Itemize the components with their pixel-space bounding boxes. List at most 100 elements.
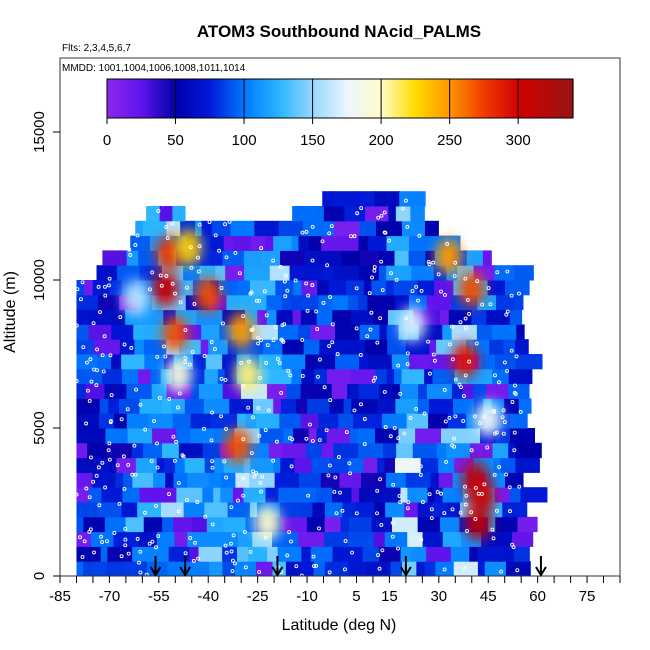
curtain-cell (326, 368, 351, 385)
curtain-cell (152, 428, 178, 444)
curtain-cell (106, 561, 126, 576)
curtain-cell (385, 502, 406, 518)
curtain-cell (175, 457, 186, 473)
sample-point (396, 363, 401, 368)
curtain-cell (391, 383, 401, 399)
sample-point (458, 385, 463, 390)
sample-point (488, 302, 493, 307)
sample-point (287, 530, 292, 535)
sample-point (371, 378, 376, 383)
sample-point (379, 213, 384, 218)
colorbar-swatch (282, 79, 286, 118)
colorbar-tick-label: 0 (103, 132, 111, 149)
curtain-cell (76, 428, 97, 444)
sample-point (237, 271, 242, 276)
curtain-cell (508, 368, 533, 385)
curtain-cell (511, 531, 534, 547)
sample-point (408, 415, 413, 420)
hotspot (435, 238, 462, 275)
sample-point (257, 433, 262, 438)
curtain-cell (237, 413, 247, 429)
curtain-cell (83, 516, 106, 533)
curtain-cell (349, 516, 373, 533)
sample-point (375, 488, 380, 493)
sample-point (241, 493, 246, 498)
curtain-cell (492, 368, 510, 385)
sample-point (513, 383, 517, 388)
colorbar-swatch (457, 79, 462, 118)
curtain-cell (137, 309, 165, 325)
sample-point (334, 511, 339, 516)
sample-point (257, 570, 262, 574)
sample-point (431, 352, 436, 357)
sample-point (382, 389, 387, 394)
colorbar-swatch (219, 79, 223, 118)
sample-point (154, 503, 158, 508)
curtain-cell (322, 191, 336, 207)
sample-point (265, 343, 270, 348)
colorbar-swatch (307, 79, 311, 118)
sample-point (352, 234, 357, 239)
curtain-cell (292, 206, 318, 222)
curtain-cell (222, 383, 242, 399)
curtain-cell (332, 487, 353, 503)
sample-point (410, 289, 415, 294)
colorbar-swatch (257, 79, 262, 118)
curtain-cell (76, 457, 98, 473)
sample-point (293, 278, 298, 283)
sample-point (315, 327, 320, 331)
sample-point (223, 377, 228, 382)
curtain-cell (469, 442, 494, 459)
curtain-cell (222, 546, 238, 562)
curtain-cell (157, 546, 170, 562)
curtain-cell (367, 487, 380, 503)
sample-point (183, 551, 188, 556)
sample-point (464, 493, 469, 498)
colorbar-swatch (504, 79, 508, 118)
sample-point (469, 510, 474, 515)
curtain-cell (423, 309, 441, 325)
curtain-cell (482, 250, 492, 266)
sample-point (100, 540, 105, 544)
sample-point (443, 419, 448, 424)
hotspot (228, 312, 255, 349)
curtain-cell (417, 280, 435, 296)
colorbar-swatch (153, 79, 157, 118)
sample-point (242, 529, 247, 534)
sample-point (241, 476, 246, 481)
colorbar: 0 50 100 150 200 250 300 (103, 78, 574, 149)
sample-point (478, 421, 483, 425)
curtain-cell (382, 413, 408, 429)
curtain-cell (107, 546, 133, 562)
curtain-cell (266, 309, 278, 325)
curtain-cell (518, 398, 532, 414)
sample-point (138, 549, 143, 554)
curtain-cell (410, 206, 425, 222)
arrow-head (149, 566, 162, 577)
curtain-cell (316, 428, 328, 444)
colorbar-swatch (145, 79, 149, 118)
colorbar-swatch (120, 79, 125, 118)
sample-point (162, 344, 166, 349)
colorbar-swatch (564, 79, 569, 118)
sample-point (317, 438, 322, 442)
sample-point (358, 352, 363, 357)
colorbar-swatch (208, 79, 212, 118)
colorbar-swatch (211, 79, 215, 118)
colorbar-swatch (131, 79, 136, 118)
sample-point (229, 549, 234, 554)
curtain-cell (166, 220, 181, 237)
sample-point (426, 339, 431, 344)
curtain-cell (332, 309, 352, 325)
curtain-cell (76, 487, 90, 503)
sample-point (263, 535, 268, 540)
colorbar-swatch (320, 79, 325, 118)
sample-point (405, 506, 410, 511)
curtain-cell (137, 502, 162, 518)
curtain-cell (280, 250, 306, 266)
sample-point (444, 459, 449, 464)
sample-point (463, 326, 468, 330)
curtain-cell (143, 339, 168, 355)
curtain-cell (395, 398, 419, 414)
curtain-cell (415, 428, 442, 444)
